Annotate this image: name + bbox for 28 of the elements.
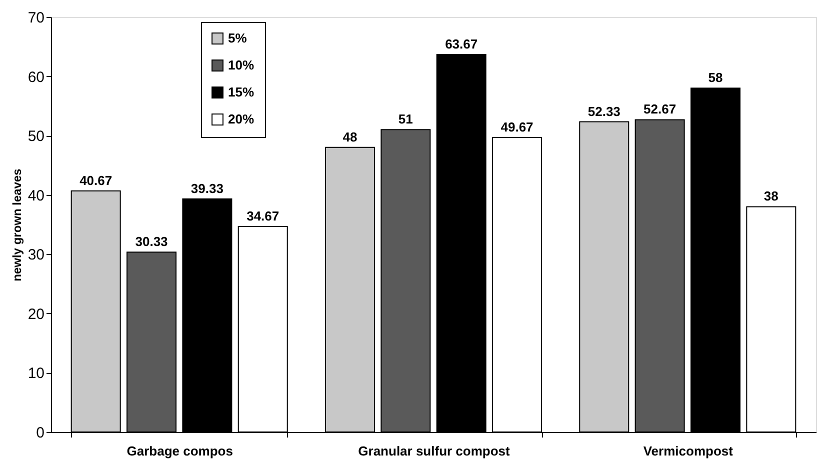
data-label: 52.33 xyxy=(588,104,620,119)
x-tick-label: Garbage compos xyxy=(126,444,233,458)
data-label: 38 xyxy=(764,188,778,204)
data-label: 52.67 xyxy=(644,102,676,117)
data-label: 58 xyxy=(708,70,723,86)
y-tick-label: 60 xyxy=(28,68,44,86)
data-label: 48 xyxy=(342,129,358,144)
data-label: 49.67 xyxy=(500,120,534,135)
legend-label: 15% xyxy=(228,84,254,100)
legend-label: 5% xyxy=(228,30,248,46)
y-tick-label: 40 xyxy=(28,187,44,204)
x-tick-label: Granular sulfur compost xyxy=(358,444,511,458)
data-label: 34.67 xyxy=(246,208,280,224)
x-tick-label: Vermicompost xyxy=(643,444,734,458)
data-label: 40.67 xyxy=(80,172,112,188)
y-tick-label: 30 xyxy=(28,246,44,264)
data-label: 63.67 xyxy=(445,36,478,52)
data-label: 39.33 xyxy=(190,180,224,196)
y-tick-label: 10 xyxy=(28,365,44,382)
data-label: 30.33 xyxy=(135,234,168,250)
y-tick-label: 0 xyxy=(36,424,44,442)
y-tick-label: 20 xyxy=(28,306,44,323)
y-tick-label: 50 xyxy=(28,128,44,146)
legend-label: 10% xyxy=(228,58,254,72)
data-label: 51 xyxy=(398,112,413,127)
legend-label: 20% xyxy=(228,112,254,126)
y-axis-title: newly grown leaves xyxy=(10,168,24,282)
y-tick-label: 70 xyxy=(28,10,44,26)
